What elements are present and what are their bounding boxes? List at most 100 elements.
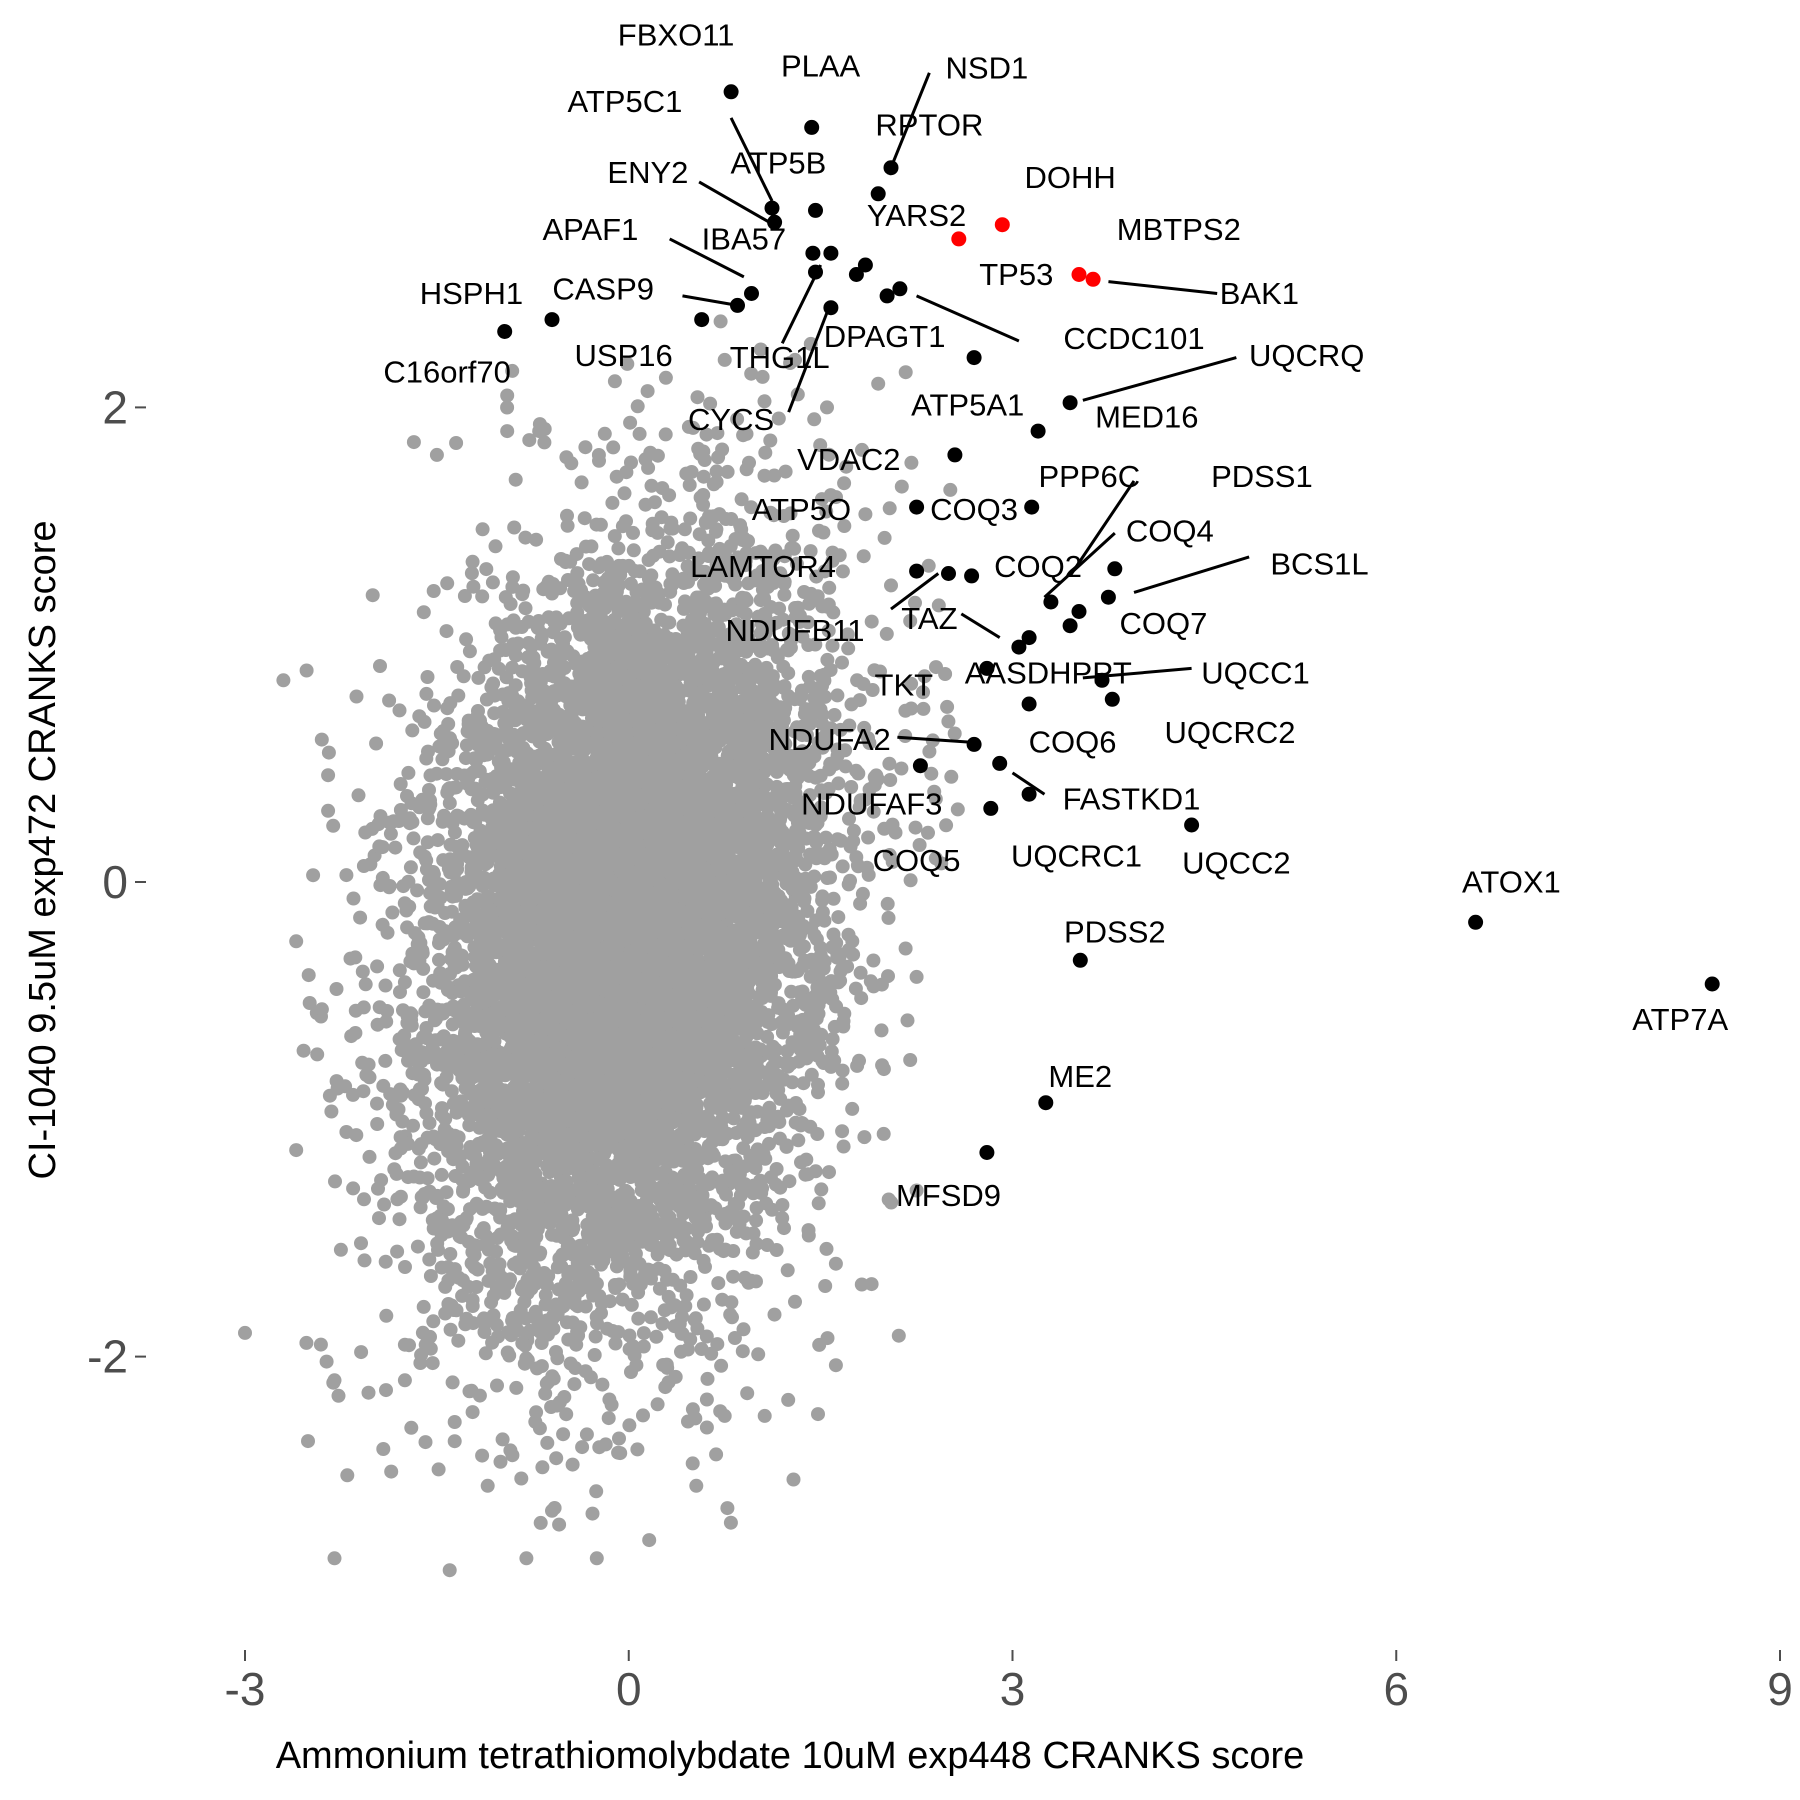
background-point <box>346 891 361 906</box>
background-point <box>921 825 935 840</box>
background-point <box>644 478 659 493</box>
background-point <box>757 591 772 606</box>
background-point <box>427 1151 442 1166</box>
background-point <box>471 670 486 685</box>
background-point <box>518 601 533 616</box>
background-point <box>777 1221 791 1236</box>
background-point <box>652 1281 667 1296</box>
background-point <box>626 543 641 558</box>
background-point <box>443 1322 458 1337</box>
background-point <box>302 996 317 1010</box>
background-point <box>841 641 856 656</box>
background-point <box>417 714 432 729</box>
background-point <box>714 1358 729 1373</box>
background-point <box>372 1211 386 1226</box>
background-point <box>624 1365 638 1379</box>
background-point <box>813 438 828 453</box>
background-point <box>314 1002 329 1017</box>
background-point <box>423 1269 438 1283</box>
background-point <box>663 584 678 599</box>
background-point <box>577 511 592 526</box>
background-point <box>522 1323 537 1338</box>
background-point <box>525 690 540 705</box>
background-point <box>820 1331 835 1346</box>
background-point <box>846 834 861 849</box>
background-point <box>415 1325 430 1340</box>
background-point <box>373 659 387 673</box>
background-point <box>467 1248 482 1263</box>
background-point <box>362 1149 377 1164</box>
background-point <box>301 968 316 983</box>
background-point <box>835 564 850 579</box>
background-point <box>376 1442 391 1456</box>
background-point <box>503 1443 518 1458</box>
background-point <box>388 840 403 855</box>
background-point <box>538 1386 553 1401</box>
background-point <box>420 670 435 684</box>
background-point <box>416 985 431 1000</box>
background-point <box>881 910 896 925</box>
background-point <box>864 614 879 629</box>
background-points <box>238 314 965 1578</box>
background-point <box>469 1280 484 1294</box>
background-point <box>825 545 840 560</box>
background-point <box>462 644 477 659</box>
background-point <box>881 969 895 984</box>
background-point <box>426 584 441 598</box>
background-point <box>586 573 601 588</box>
background-point <box>823 870 837 885</box>
background-point <box>908 595 922 610</box>
background-point <box>715 442 730 457</box>
background-point <box>426 1314 441 1329</box>
background-point <box>465 1405 480 1420</box>
background-point <box>751 1347 766 1362</box>
background-point <box>786 1472 801 1487</box>
background-point <box>655 1316 670 1331</box>
background-point <box>445 1375 460 1390</box>
background-point <box>379 1308 394 1323</box>
background-point <box>497 1285 512 1300</box>
background-point <box>319 1354 334 1369</box>
background-point <box>753 342 768 357</box>
background-point <box>699 1392 714 1407</box>
background-point <box>630 1442 645 1457</box>
background-point <box>418 1435 433 1450</box>
background-point <box>819 504 834 519</box>
background-point <box>866 953 881 968</box>
background-point <box>757 468 772 483</box>
background-point <box>674 1344 688 1359</box>
background-point <box>478 1346 493 1361</box>
background-point <box>346 1181 361 1196</box>
background-point <box>636 1339 651 1354</box>
background-point <box>941 714 956 729</box>
background-point <box>434 1167 449 1182</box>
background-point <box>467 940 482 955</box>
background-point <box>822 580 837 595</box>
background-point <box>643 1310 658 1325</box>
background-point <box>801 1223 816 1238</box>
background-point <box>406 1118 420 1133</box>
background-point <box>372 1000 387 1015</box>
background-point <box>559 1407 574 1422</box>
background-point <box>649 1329 664 1344</box>
background-point <box>585 1506 600 1521</box>
background-point <box>321 745 336 760</box>
background-point <box>626 525 640 540</box>
background-point <box>361 1385 376 1400</box>
background-point <box>508 472 523 487</box>
background-point <box>781 626 796 641</box>
background-point <box>758 445 773 460</box>
background-point <box>299 663 314 678</box>
background-point <box>780 1044 795 1059</box>
background-point <box>447 1415 462 1429</box>
background-point <box>507 1257 521 1272</box>
background-point <box>398 1260 412 1274</box>
background-point <box>834 833 848 848</box>
background-point <box>385 905 400 920</box>
background-point <box>874 1023 889 1038</box>
background-point <box>808 637 823 652</box>
background-point <box>898 941 913 956</box>
background-point <box>709 474 724 489</box>
background-point <box>393 803 408 817</box>
